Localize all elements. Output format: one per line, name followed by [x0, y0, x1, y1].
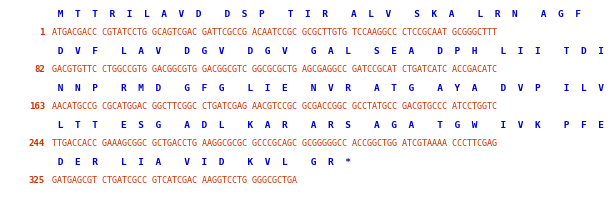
Text: GACGTGTTC CTGGCCGTG GACGGCGTG GACGGCGTC GGCGCGCTG AGCGAGGCC GATCCGCAT CTGATCATC : GACGTGTTC CTGGCCGTG GACGGCGTG GACGGCGTC … — [52, 65, 497, 74]
Text: N  N  P    R  M  D    G  F  G    L  I  E    N  V  R    A  T  G    A  Y  A    D  : N N P R M D G F G L I E N V R A T G A Y … — [52, 84, 604, 93]
Text: GATGAGCGT CTGATCGCC GTCATCGAC AAGGTCCTG GGGCGCTGA: GATGAGCGT CTGATCGCC GTCATCGAC AAGGTCCTG … — [52, 176, 297, 185]
Text: ATGACGACC CGTATCCTG GCAGTCGAC GATTCGCCG ACAATCCGC GCGCTTGTG TCCAAGGCC CTCCGCAAT : ATGACGACC CGTATCCTG GCAGTCGAC GATTCGCCG … — [52, 28, 497, 37]
Text: 1: 1 — [40, 28, 45, 37]
Text: 325: 325 — [29, 176, 45, 185]
Text: AACATGCCG CGCATGGAC GGCTTCGGC CTGATCGAG AACGTCCGC GCGACCGGC GCCTATGCC GACGTGCCC : AACATGCCG CGCATGGAC GGCTTCGGC CTGATCGAG … — [52, 102, 497, 111]
Text: M  T  T  R  I  L  A  V  D    D  S  P    T  I  R    A  L  V    S  K  A    L  R  N: M T T R I L A V D D S P T I R A L V S K … — [52, 10, 581, 19]
Text: 163: 163 — [29, 102, 45, 111]
Text: D  E  R    L  I  A    V  I  D    K  V  L    G  R  *: D E R L I A V I D K V L G R * — [52, 157, 351, 166]
Text: 244: 244 — [29, 139, 45, 148]
Text: D  V  F    L  A  V    D  G  V    D  G  V    G  A  L    S  E  A    D  P  H    L  : D V F L A V D G V D G V G A L S E A D P … — [52, 47, 604, 56]
Text: TTGACCACC GAAAGCGGC GCTGACCTG AAGGCGCGC GCCCGCAGC GCGGGGGCC ACCGGCTGG ATCGTAAAA : TTGACCACC GAAAGCGGC GCTGACCTG AAGGCGCGC … — [52, 139, 497, 148]
Text: 82: 82 — [34, 65, 45, 74]
Text: L  T  T    E  S  G    A  D  L    K  A  R    A  R  S    A  G  A    T  G  W    I  : L T T E S G A D L K A R A R S A G A T G … — [52, 120, 604, 129]
